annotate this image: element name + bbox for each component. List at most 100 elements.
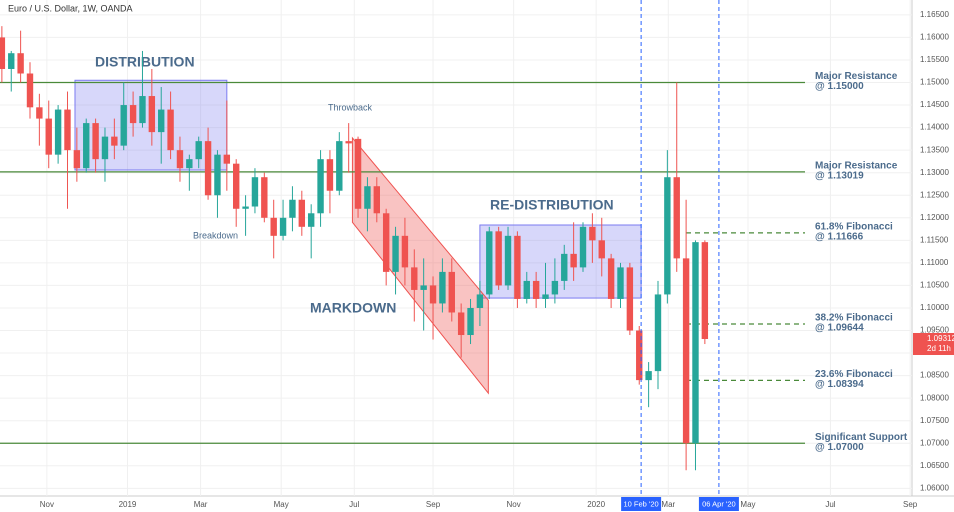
candle-body — [129, 105, 137, 124]
x-tick-label: 2019 — [119, 500, 137, 509]
candle-body — [476, 294, 484, 308]
x-tick-label: Nov — [507, 500, 521, 509]
candle-body — [289, 199, 296, 218]
countdown: 2d 11h — [927, 344, 951, 353]
y-tick-label: 1.14000 — [920, 123, 949, 132]
candle-body — [214, 154, 221, 196]
candle-body — [336, 141, 343, 191]
y-tick-label: 1.15500 — [920, 55, 949, 64]
y-tick-label: 1.12500 — [920, 190, 949, 199]
zone-box — [479, 224, 642, 299]
y-tick-label: 1.08500 — [920, 371, 949, 380]
candle-body — [429, 285, 437, 304]
zone-label: DISTRIBUTION — [95, 54, 195, 70]
candle-body — [307, 213, 315, 227]
y-tick-label: 1.10500 — [920, 281, 949, 290]
y-tick-label: 1.09500 — [920, 326, 949, 335]
candle-body — [261, 177, 268, 218]
candle-body — [111, 136, 118, 146]
candle-body — [439, 271, 446, 304]
x-tick-label: Sep — [903, 500, 918, 509]
candle-body — [504, 235, 512, 286]
level-name: 23.6% Fibonacci — [815, 369, 893, 380]
level-value: @ 1.13019 — [815, 170, 864, 181]
candle-body — [542, 294, 549, 299]
candle-body — [148, 96, 156, 133]
channel-label: MARKDOWN — [310, 300, 396, 316]
candle-body — [457, 312, 465, 336]
candle-body — [8, 53, 15, 69]
y-tick-label: 1.07000 — [920, 438, 949, 447]
candle-body — [617, 267, 624, 299]
y-tick-label: 1.06500 — [920, 461, 949, 470]
y-tick-label: 1.11500 — [920, 235, 949, 244]
candle-body — [73, 150, 81, 169]
y-tick-label: 1.16500 — [920, 10, 949, 19]
candle-body — [654, 294, 662, 372]
candle-body — [317, 159, 324, 214]
candle-body — [392, 235, 399, 272]
candle-body — [36, 107, 43, 119]
date-box — [698, 497, 739, 511]
candle-body — [645, 371, 652, 381]
candle-body — [354, 138, 362, 209]
level-name: Major Resistance — [815, 71, 898, 82]
candle-body — [17, 53, 24, 74]
candle-body — [486, 231, 493, 295]
candle-body — [701, 242, 709, 339]
y-tick-label: 1.12000 — [920, 213, 949, 222]
annotation: Throwback — [328, 102, 373, 112]
candle-body — [532, 280, 540, 299]
candle-body — [158, 109, 165, 133]
y-tick-label: 1.15000 — [920, 78, 949, 87]
candle-body — [242, 206, 249, 209]
candle-body — [514, 235, 521, 299]
candle-body — [364, 186, 371, 209]
candle-body — [45, 118, 52, 155]
level-name: 61.8% Fibonacci — [815, 221, 893, 232]
candle-body — [195, 141, 202, 160]
level-value: @ 1.11666 — [815, 231, 864, 242]
candle-body — [279, 217, 287, 236]
y-tick-label: 1.14500 — [920, 100, 949, 109]
level-value: @ 1.08394 — [815, 379, 864, 390]
candle-body — [251, 177, 259, 207]
x-tick-label: Sep — [426, 500, 441, 509]
candle-body — [448, 271, 455, 313]
x-tick-label: 2020 — [587, 500, 605, 509]
candle-body — [92, 123, 99, 160]
x-tick-label: Mar — [661, 500, 675, 509]
date-label: 06 Apr '20 — [702, 499, 736, 508]
candle-body — [636, 330, 643, 381]
candle-body — [0, 37, 6, 69]
candle-body — [420, 285, 427, 290]
candle-body — [233, 163, 240, 209]
candle-body — [692, 242, 699, 444]
x-tick-label: Jul — [349, 500, 359, 509]
level-value: @ 1.15000 — [815, 81, 864, 92]
markdown-channel — [351, 136, 489, 395]
candle-body — [467, 307, 474, 336]
candle-body — [523, 280, 530, 299]
candle-body — [326, 159, 334, 191]
date-box — [621, 497, 662, 511]
candle-body — [83, 123, 90, 169]
candle-body — [298, 199, 306, 227]
candle-body — [186, 159, 193, 169]
candle-body — [495, 231, 502, 286]
candle-body — [204, 141, 212, 196]
y-tick-label: 1.06000 — [920, 483, 949, 492]
x-tick-label: May — [740, 500, 755, 509]
candle-body — [589, 226, 596, 241]
candle-body — [26, 73, 34, 108]
y-tick-label: 1.07500 — [920, 416, 949, 425]
candle-body — [551, 280, 559, 295]
candle-body — [401, 235, 409, 268]
candle-body — [673, 177, 680, 259]
candle-body — [570, 253, 577, 268]
candle-body — [664, 177, 671, 295]
annotation: Breakdown — [193, 230, 238, 240]
chart-title: Euro / U.S. Dollar, 1W, OANDA — [8, 3, 133, 13]
